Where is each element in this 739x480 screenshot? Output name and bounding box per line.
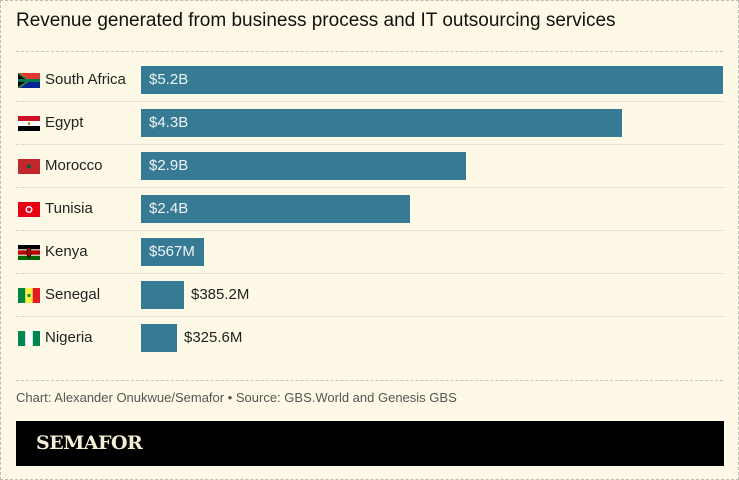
row-separator — [16, 316, 724, 317]
bar — [141, 281, 184, 309]
bar-row: Tunisia $2.4B — [16, 188, 724, 231]
bar — [141, 66, 723, 94]
value-label: $5.2B — [149, 71, 189, 88]
row-separator — [16, 101, 724, 102]
brand-banner: SEMAFOR — [16, 421, 724, 466]
divider — [16, 51, 723, 52]
flag-nigeria-icon — [18, 331, 40, 346]
bar-row: South Africa $5.2B — [16, 59, 724, 102]
semafor-logo: SEMAFOR — [36, 432, 143, 454]
bar — [141, 238, 204, 266]
value-label: $567M — [149, 243, 195, 260]
value-label: $2.4B — [149, 200, 189, 217]
category-label: Morocco — [45, 157, 103, 174]
bar-row: Nigeria $325.6M — [16, 317, 724, 360]
source-note: Chart: Alexander Onukwue/Semafor • Sourc… — [16, 390, 457, 405]
value-label: $4.3B — [149, 114, 189, 131]
bar — [141, 152, 466, 180]
row-separator — [16, 144, 724, 145]
category-label: Nigeria — [45, 329, 93, 346]
flag-egypt-icon — [18, 116, 40, 131]
row-separator — [16, 187, 724, 188]
bar-row: Morocco $2.9B — [16, 145, 724, 188]
row-separator — [16, 230, 724, 231]
flag-senegal-icon — [18, 288, 40, 303]
flag-kenya-icon — [18, 245, 40, 260]
flag-morocco-icon — [18, 159, 40, 174]
bar-row: Senegal $385.2M — [16, 274, 724, 317]
value-label: $2.9B — [149, 157, 189, 174]
category-label: Tunisia — [45, 200, 93, 217]
bar — [141, 195, 410, 223]
category-label: Senegal — [45, 286, 101, 303]
bar-row: Egypt $4.3B — [16, 102, 724, 145]
bar — [141, 109, 622, 137]
value-label: $325.6M — [184, 329, 243, 346]
bar — [141, 324, 177, 352]
category-label: Egypt — [45, 114, 84, 131]
flag-south-africa-icon — [18, 73, 40, 88]
value-label: $385.2M — [191, 286, 250, 303]
bar-row: Kenya $567M — [16, 231, 724, 274]
flag-tunisia-icon — [18, 202, 40, 217]
chart-title: Revenue generated from business process … — [16, 10, 616, 31]
category-label: South Africa — [45, 71, 126, 88]
row-separator — [16, 273, 724, 274]
category-label: Kenya — [45, 243, 88, 260]
divider — [16, 380, 723, 381]
